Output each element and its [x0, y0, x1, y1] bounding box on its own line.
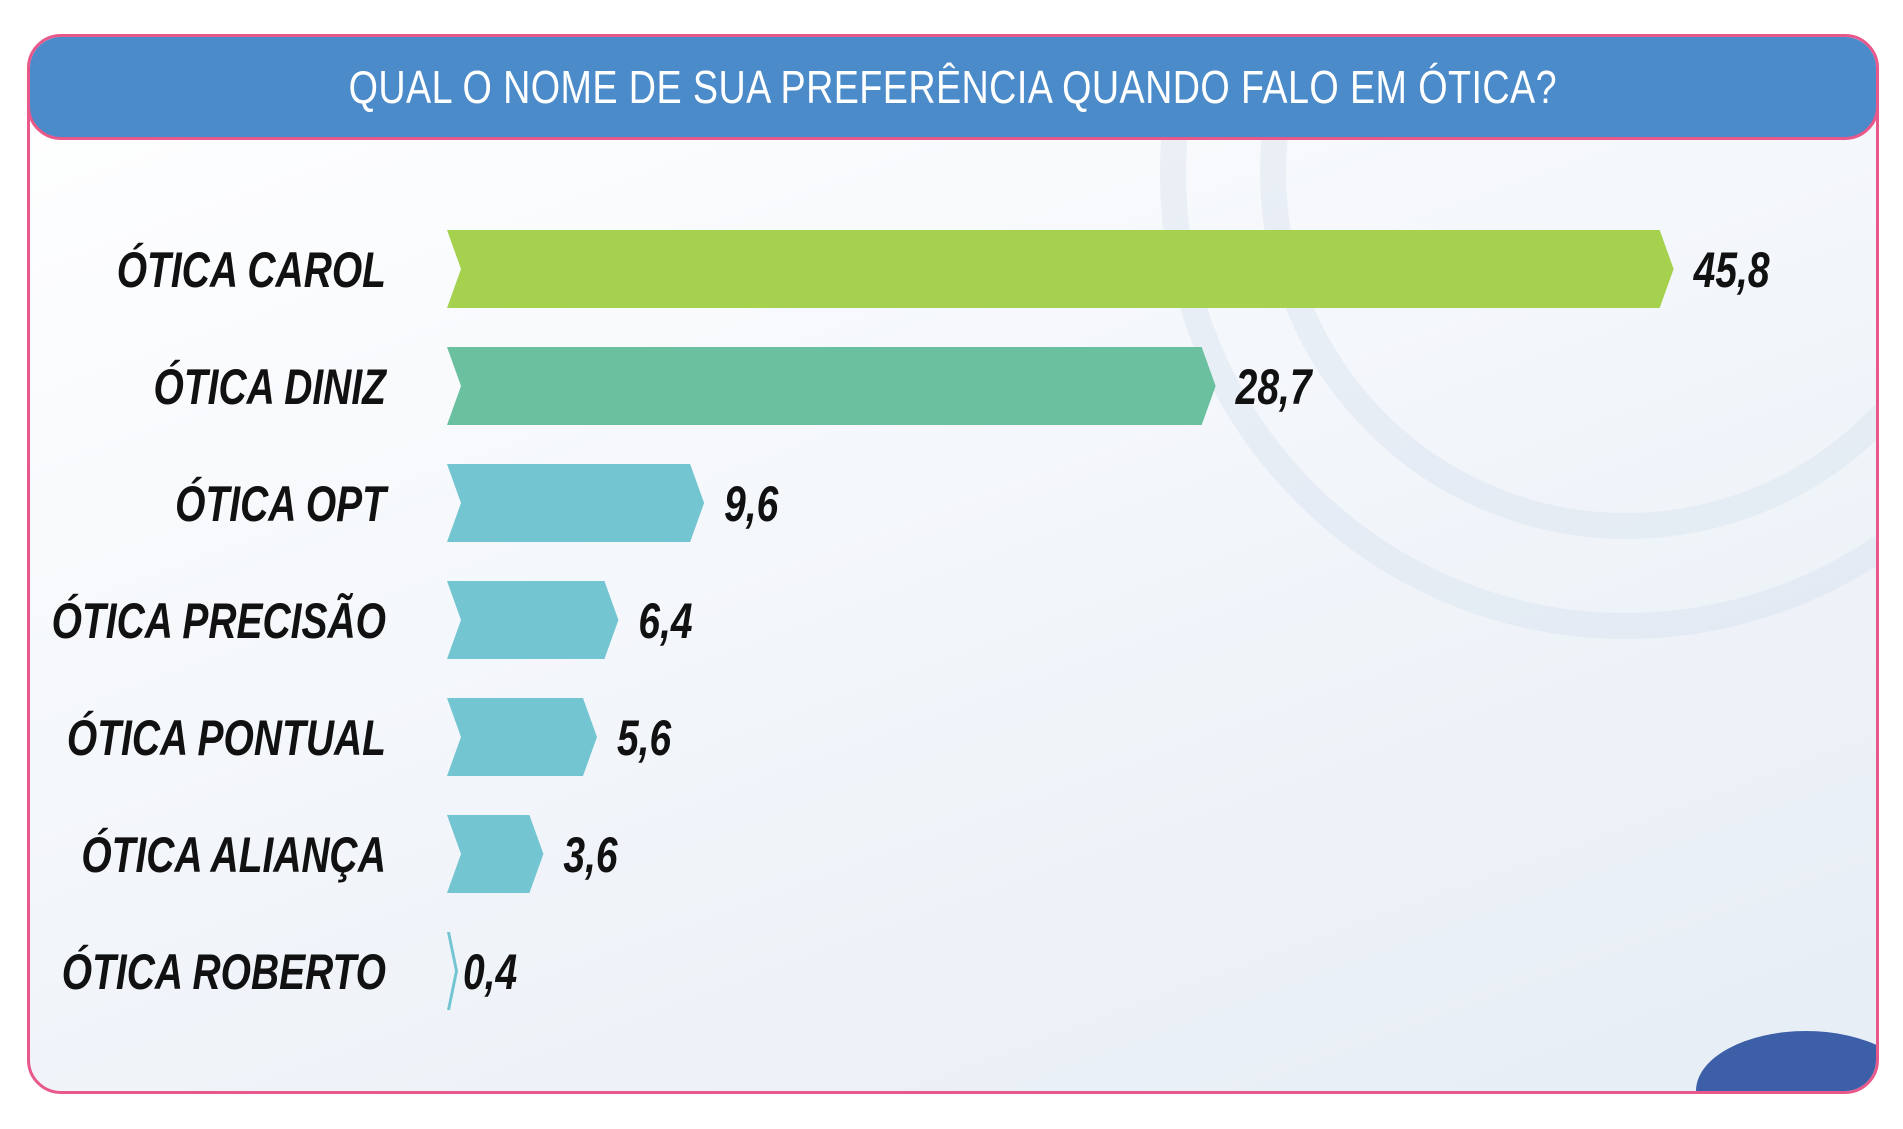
category-label: ÓTICA PRECISÃO: [52, 592, 386, 649]
bar-group: ÓTICA PONTUAL 5,6: [67, 698, 672, 776]
category-label: ÓTICA CAROL: [117, 241, 386, 298]
category-label: ÓTICA ALIANÇA: [81, 826, 386, 883]
value-label: 3,6: [563, 826, 618, 883]
chart-title: QUAL O NOME DE SUA PREFERÊNCIA QUANDO FA…: [348, 61, 1558, 113]
chart-header: QUAL O NOME DE SUA PREFERÊNCIA QUANDO FA…: [30, 37, 1876, 140]
value-label: 6,4: [638, 592, 692, 649]
bar-group: ÓTICA ALIANÇA 3,6: [81, 815, 619, 893]
value-label: 5,6: [617, 709, 672, 766]
bar: [447, 815, 544, 893]
category-label: ÓTICA ROBERTO: [62, 943, 386, 1000]
bar: [447, 464, 705, 542]
bar-group: ÓTICA OPT 9,6: [175, 464, 779, 542]
bar: [447, 230, 1674, 308]
bar-group: ÓTICA DINIZ 28,7: [154, 347, 1314, 425]
bar-group: ÓTICA CAROL 45,8: [117, 230, 1770, 308]
bar-group: ÓTICA PRECISÃO 6,4: [52, 581, 693, 659]
bar-group: ÓTICA ROBERTO 0,4: [62, 932, 517, 1010]
bar: [447, 581, 619, 659]
value-label: 28,7: [1235, 358, 1314, 415]
category-label: ÓTICA DINIZ: [154, 358, 388, 415]
category-label: ÓTICA PONTUAL: [67, 709, 386, 766]
bar: [447, 932, 458, 1010]
chart-card: QUAL O NOME DE SUA PREFERÊNCIA QUANDO FA…: [27, 34, 1879, 1094]
category-label: ÓTICA OPT: [175, 475, 389, 532]
value-label: 45,8: [1693, 241, 1770, 298]
value-label: 9,6: [724, 475, 779, 532]
value-label: 0,4: [463, 943, 517, 1000]
bar: [447, 347, 1216, 425]
bar: [447, 698, 597, 776]
